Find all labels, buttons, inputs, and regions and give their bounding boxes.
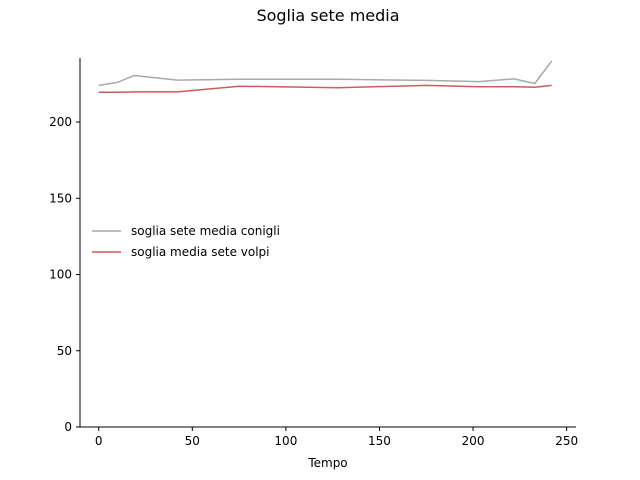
legend-label-1: soglia media sete volpi <box>131 245 270 259</box>
legend-label-0: soglia sete media conigli <box>131 224 280 238</box>
ticks: 0 50 100 150 200 250 0 50 100 150 200 <box>49 115 578 448</box>
x-tick-label: 250 <box>555 434 578 448</box>
series-line-1 <box>98 84 552 94</box>
x-tick-label: 100 <box>274 434 297 448</box>
x-tick-label: 150 <box>368 434 391 448</box>
y-tick-label: 0 <box>64 420 72 434</box>
y-tick-label: 50 <box>57 344 72 358</box>
y-tick-label: 200 <box>49 115 72 129</box>
chart-title: Soglia sete media <box>256 6 399 25</box>
x-tick-label: 200 <box>462 434 485 448</box>
legend: soglia sete media conigli soglia media se… <box>92 224 280 259</box>
x-tick-label: 50 <box>185 434 200 448</box>
x-axis-label: Tempo <box>307 456 347 470</box>
axes <box>79 58 576 428</box>
y-tick-label: 150 <box>49 191 72 205</box>
plot-lines <box>98 60 553 94</box>
y-tick-label: 100 <box>49 268 72 282</box>
series-line-0 <box>98 60 553 87</box>
x-tick-label: 0 <box>95 434 103 448</box>
